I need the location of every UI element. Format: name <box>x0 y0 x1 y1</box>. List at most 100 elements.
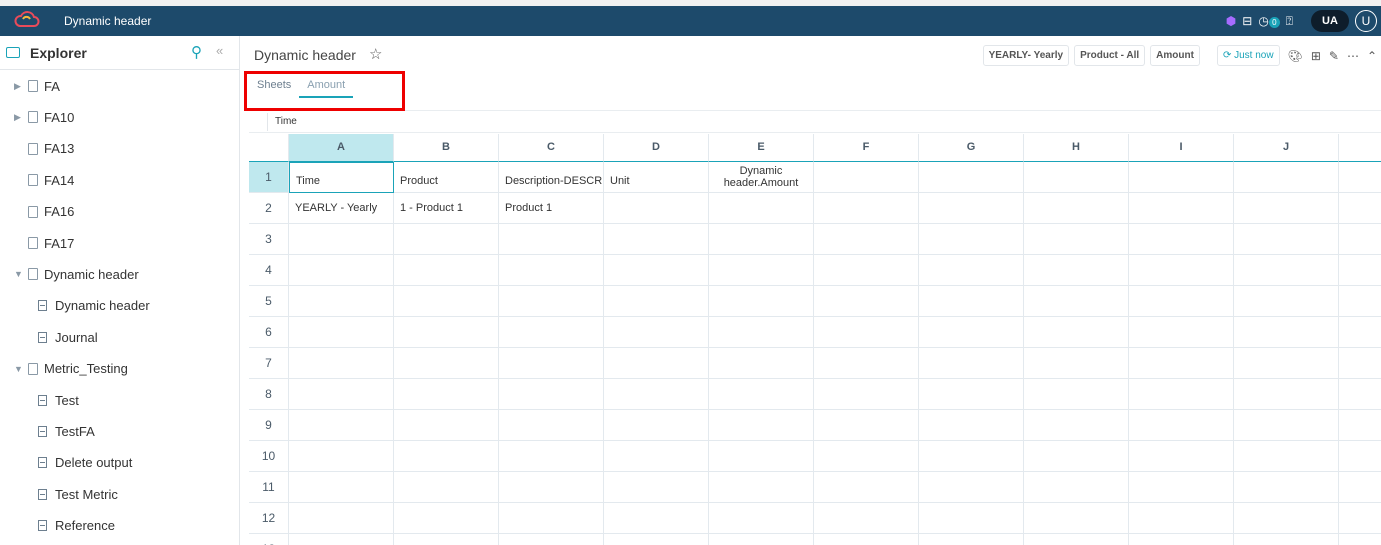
column-header[interactable]: J <box>1234 134 1339 162</box>
grid-cell[interactable] <box>814 224 919 255</box>
grid-cell[interactable] <box>499 348 604 379</box>
grid-cell[interactable] <box>394 255 499 286</box>
grid-cell[interactable] <box>499 441 604 472</box>
grid-cell[interactable] <box>814 286 919 317</box>
grid-cell[interactable] <box>709 286 814 317</box>
grid-cell[interactable] <box>919 317 1024 348</box>
grid-cell[interactable] <box>1234 503 1339 534</box>
grid-cell[interactable] <box>1129 534 1234 545</box>
grid-cell[interactable] <box>709 255 814 286</box>
column-header[interactable]: F <box>814 134 919 162</box>
grid-cell[interactable] <box>1129 286 1234 317</box>
grid-cell[interactable] <box>289 286 394 317</box>
grid-cell[interactable] <box>499 224 604 255</box>
grid-cell[interactable] <box>814 193 919 224</box>
tree-item[interactable]: TestFA <box>38 419 95 443</box>
grid-cell[interactable] <box>709 317 814 348</box>
grid-cell[interactable] <box>1129 441 1234 472</box>
grid-cell[interactable] <box>1234 441 1339 472</box>
row-header[interactable]: 6 <box>249 317 289 348</box>
grid-cell[interactable]: Dynamic header.Amount <box>709 162 814 193</box>
palette-icon[interactable]: 🎨︎ <box>1287 48 1303 63</box>
collapse-sidebar-icon[interactable]: « <box>216 43 224 58</box>
grid-cell[interactable] <box>709 224 814 255</box>
grid-cell[interactable] <box>289 472 394 503</box>
grid-cell[interactable] <box>394 534 499 545</box>
grid-cell[interactable] <box>814 255 919 286</box>
tab-amount[interactable]: Amount <box>299 78 354 98</box>
caret-right-icon[interactable]: ▶ <box>14 111 21 122</box>
grid-cell[interactable] <box>919 472 1024 503</box>
grid-cell[interactable] <box>604 441 709 472</box>
grid-cell[interactable] <box>604 503 709 534</box>
tab-sheets[interactable]: Sheets <box>257 79 292 91</box>
grid-cell[interactable] <box>709 410 814 441</box>
tree-item[interactable]: Test <box>38 388 79 412</box>
grid-cell[interactable] <box>1234 224 1339 255</box>
grid-cell[interactable] <box>1234 348 1339 379</box>
row-header[interactable]: 4 <box>249 255 289 286</box>
grid-cell[interactable] <box>709 379 814 410</box>
grid-cell[interactable]: Time <box>289 162 394 193</box>
inbox-icon[interactable]: ⊟ <box>1242 14 1253 28</box>
row-header[interactable]: 5 <box>249 286 289 317</box>
grid-cell[interactable] <box>919 193 1024 224</box>
help-icon[interactable]: ⍰ <box>1285 13 1293 28</box>
grid-cell[interactable] <box>289 534 394 545</box>
grid-cell[interactable] <box>604 193 709 224</box>
grid-cell[interactable] <box>1024 472 1129 503</box>
grid-cell[interactable] <box>1024 317 1129 348</box>
filter-chip-time[interactable]: YEARLY- Yearly <box>982 45 1070 66</box>
grid-cell[interactable] <box>604 348 709 379</box>
grid-cell[interactable] <box>1024 503 1129 534</box>
row-header[interactable]: 9 <box>249 410 289 441</box>
grid-cell[interactable] <box>1234 286 1339 317</box>
grid-cell[interactable] <box>814 379 919 410</box>
tree-item[interactable]: ▼ Dynamic header <box>14 262 139 286</box>
grid-cell[interactable] <box>289 410 394 441</box>
grid-cell[interactable] <box>394 286 499 317</box>
grid-cell[interactable] <box>919 534 1024 545</box>
grid-cell[interactable] <box>1339 255 1381 286</box>
grid-cell[interactable] <box>604 410 709 441</box>
grid-cell[interactable] <box>1129 379 1234 410</box>
grid-cell[interactable] <box>289 441 394 472</box>
grid-cell[interactable] <box>1129 224 1234 255</box>
grid-cell[interactable] <box>1129 410 1234 441</box>
grid-cell[interactable] <box>1024 441 1129 472</box>
grid-cell[interactable] <box>1129 503 1234 534</box>
more-options-icon[interactable]: ⋯ <box>1346 48 1359 63</box>
grid-cell[interactable] <box>1339 317 1381 348</box>
grid-cell[interactable] <box>1129 193 1234 224</box>
app-logo-icon[interactable] <box>14 10 40 30</box>
grid-cell[interactable] <box>814 410 919 441</box>
grid-cell[interactable] <box>919 224 1024 255</box>
grid-cell[interactable]: Unit <box>604 162 709 193</box>
grid-cell[interactable] <box>919 441 1024 472</box>
grid-cell[interactable] <box>814 348 919 379</box>
tree-item[interactable]: Reference <box>38 514 115 538</box>
caret-down-icon[interactable]: ▼ <box>14 363 23 374</box>
grid-cell[interactable] <box>289 379 394 410</box>
grid-cell[interactable] <box>499 534 604 545</box>
grid-cell[interactable] <box>1339 472 1381 503</box>
grid-cell[interactable] <box>814 503 919 534</box>
grid-cell[interactable] <box>1234 193 1339 224</box>
grid-cell[interactable] <box>1024 162 1129 193</box>
row-header[interactable]: 10 <box>249 441 289 472</box>
grid-cell[interactable] <box>394 410 499 441</box>
grid-cell[interactable] <box>1234 472 1339 503</box>
grid-cell[interactable] <box>1024 286 1129 317</box>
grid-cell[interactable] <box>709 472 814 503</box>
grid-cell[interactable] <box>1339 193 1381 224</box>
user-initials-button[interactable]: UA <box>1311 10 1349 32</box>
grid-cell[interactable] <box>289 503 394 534</box>
grid-cell[interactable] <box>394 472 499 503</box>
grid-cell[interactable] <box>1024 193 1129 224</box>
favorite-star-icon[interactable]: ☆ <box>369 46 383 63</box>
grid-cell[interactable] <box>1339 286 1381 317</box>
grid-cell[interactable] <box>919 503 1024 534</box>
grid-cell[interactable] <box>1024 410 1129 441</box>
column-header[interactable]: B <box>394 134 499 162</box>
tree-item[interactable]: FA14 <box>14 168 74 192</box>
